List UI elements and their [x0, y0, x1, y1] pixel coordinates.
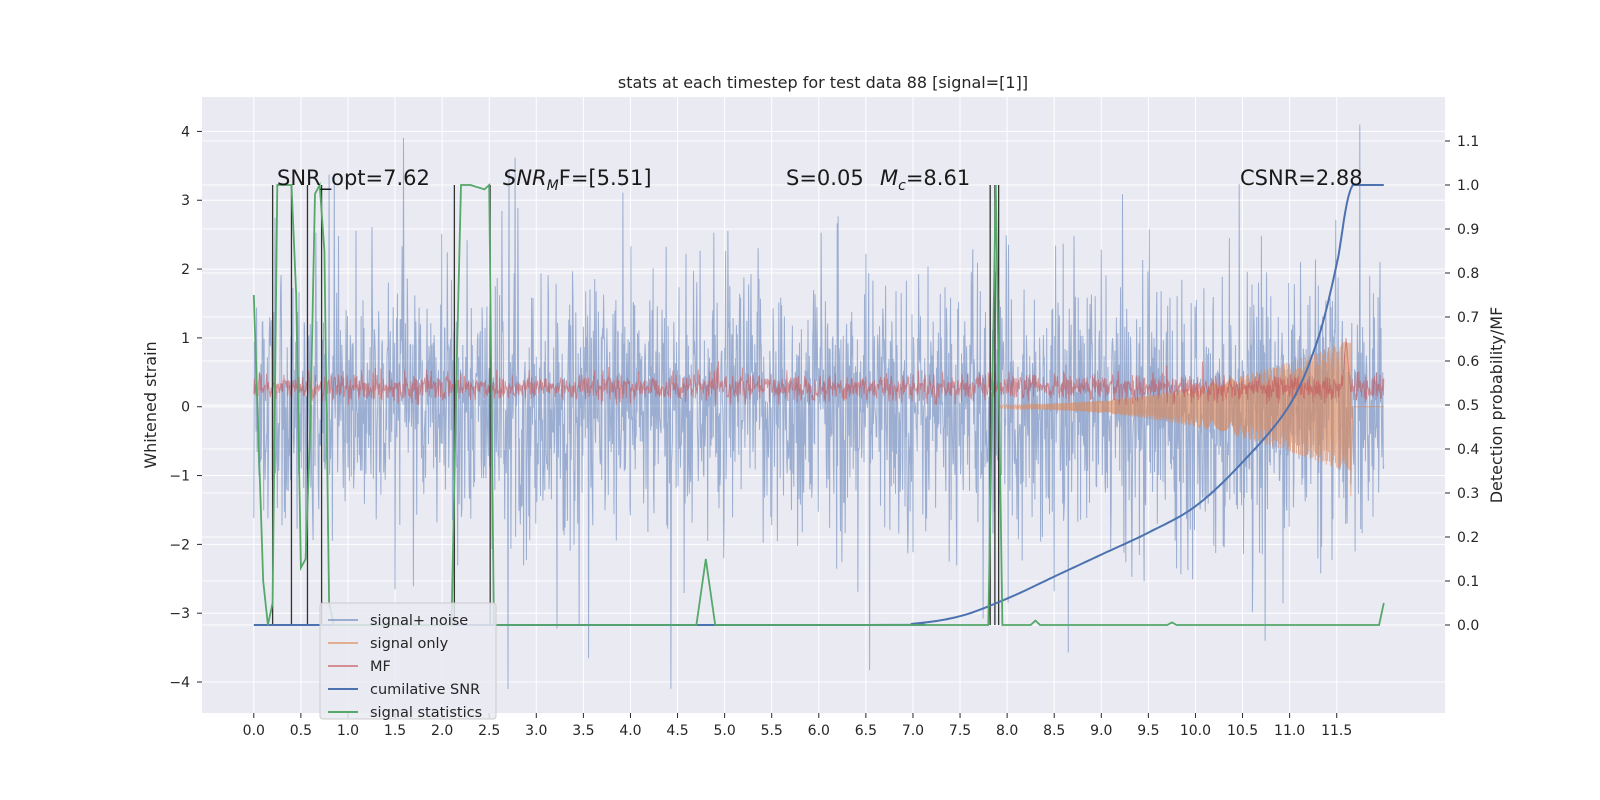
x-tick-label: 10.0: [1180, 723, 1211, 739]
y2-tick-label: 0.7: [1457, 310, 1479, 326]
y2-tick-label: 0.3: [1457, 486, 1479, 502]
y-tick-label: 1: [181, 331, 190, 347]
y-tick-label: 4: [181, 124, 190, 140]
x-tick-label: 4.5: [666, 723, 688, 739]
x-tick-label: 5.0: [713, 723, 735, 739]
y-tick-label: 3: [181, 193, 190, 209]
x-axis: 0.0 0.5 1.0 1.5 2.0 2.5 3.0 3.5 4.0 4.5 5.0 5.5 6.0 6…: [243, 713, 1352, 739]
y2-tick-label: 0.9: [1457, 222, 1479, 238]
x-tick-label: 9.0: [1090, 723, 1112, 739]
y2-tick-label: 0.4: [1457, 442, 1479, 458]
x-tick-label: 1.5: [384, 723, 406, 739]
x-tick-label: 3.5: [572, 723, 594, 739]
x-tick-label: 0.0: [243, 723, 265, 739]
legend-box: [319, 602, 497, 720]
y-tick-label: −4: [169, 675, 190, 691]
y-axis: 4 3 2 1 0 −1 −2 −3 −4: [169, 124, 202, 691]
chart-title: stats at each timestep for test data 88 …: [618, 73, 1028, 92]
x-tick-label: 6.5: [855, 723, 877, 739]
y2-tick-label: 1.0: [1457, 178, 1479, 194]
series-signal-only: [997, 342, 1384, 497]
x-tick-label: 11.5: [1321, 723, 1352, 739]
x-tick-label: 2.0: [431, 723, 453, 739]
annotation-snr-opt: SNR_opt=7.62: [277, 166, 430, 191]
annotation-s-value: S=0.05: [786, 166, 864, 190]
y2-tick-label: 0.5: [1457, 398, 1479, 414]
y-tick-label: 2: [181, 262, 190, 278]
x-tick-label: 7.0: [902, 723, 924, 739]
y2-tick-label: 1.1: [1457, 134, 1479, 150]
series-mf: [253, 337, 1385, 405]
y-tick-label: −1: [169, 469, 190, 485]
y2-tick-label: 0.1: [1457, 574, 1479, 590]
legend-label: cumilative SNR: [370, 682, 480, 698]
x-tick-label: 8.0: [996, 723, 1018, 739]
legend: signal+ noise signal only MF cumilative SNR…: [319, 602, 497, 721]
annotation-snr-mf: SNRMF=[5.51]: [503, 166, 652, 194]
legend-label: signal only: [370, 636, 449, 652]
legend-label: signal+ noise: [370, 613, 468, 629]
x-tick-label: 10.5: [1227, 723, 1258, 739]
legend-label: signal statistics: [370, 705, 482, 721]
x-tick-label: 6.0: [808, 723, 830, 739]
y-tick-label: −3: [169, 606, 190, 622]
y2-tick-label: 0.0: [1457, 618, 1479, 634]
y-tick-label: −2: [169, 537, 190, 553]
y2-axis: 1.1 1.0 0.9 0.8 0.7 0.6 0.5 0.4 0.3 0.2 0.1 0.0: [1445, 134, 1479, 634]
x-tick-label: 8.5: [1043, 723, 1065, 739]
x-tick-label: 2.5: [478, 723, 500, 739]
annotations: SNR_opt=7.62 SNRMF=[5.51] S=0.05 Mc=8.61 CSN…: [277, 166, 1363, 194]
series-signal-noise: [253, 124, 1385, 689]
x-tick-label: 4.0: [619, 723, 641, 739]
x-tick-label: 5.5: [761, 723, 783, 739]
annotation-csnr: CSNR=2.88: [1240, 166, 1363, 190]
series-layer: [252, 124, 1385, 689]
x-tick-label: 7.5: [949, 723, 971, 739]
y2-tick-label: 0.8: [1457, 266, 1479, 282]
x-tick-label: 3.0: [525, 723, 547, 739]
y-axis-label: Whitened strain: [141, 341, 160, 468]
series-cumulative-snr: [253, 184, 1384, 626]
y2-axis-label: Detection probability/MF: [1487, 307, 1506, 504]
y2-tick-label: 0.6: [1457, 354, 1479, 370]
x-tick-label: 11.0: [1274, 723, 1305, 739]
x-tick-label: 1.0: [337, 723, 359, 739]
x-tick-label: 9.5: [1137, 723, 1159, 739]
legend-label: MF: [370, 659, 391, 675]
y-tick-label: 0: [181, 400, 190, 416]
series-signal-statistics: [252, 181, 1385, 626]
y2-tick-label: 0.2: [1457, 530, 1479, 546]
x-tick-label: 0.5: [290, 723, 312, 739]
annotation-chirp-mass: Mc=8.61: [880, 166, 970, 194]
